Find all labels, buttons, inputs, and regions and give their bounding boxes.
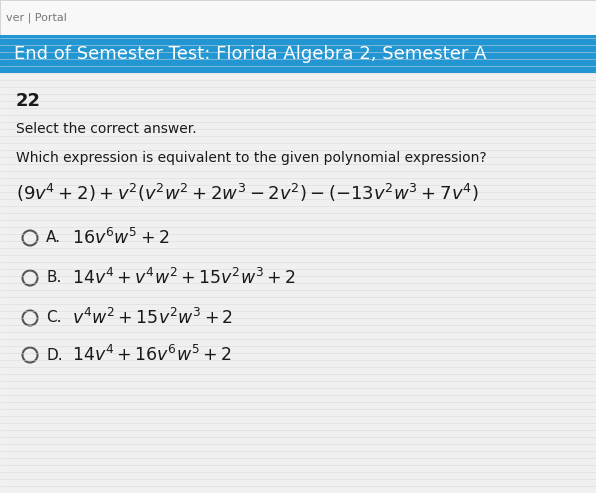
- Text: Which expression is equivalent to the given polynomial expression?: Which expression is equivalent to the gi…: [16, 151, 486, 165]
- Text: $14v^4 + 16v^6w^5 + 2$: $14v^4 + 16v^6w^5 + 2$: [72, 345, 232, 365]
- Text: 22: 22: [16, 92, 41, 110]
- Text: ver | Portal: ver | Portal: [6, 13, 67, 23]
- Text: B.: B.: [46, 271, 61, 285]
- Text: $14v^4 + v^4w^2 + 15v^2w^3 + 2$: $14v^4 + v^4w^2 + 15v^2w^3 + 2$: [72, 268, 296, 288]
- Text: $v^4w^2 + 15v^2w^3 + 2$: $v^4w^2 + 15v^2w^3 + 2$: [72, 308, 233, 328]
- Text: D.: D.: [46, 348, 63, 362]
- Text: End of Semester Test: Florida Algebra 2, Semester A: End of Semester Test: Florida Algebra 2,…: [14, 45, 486, 63]
- Text: $16v^6w^5 + 2$: $16v^6w^5 + 2$: [72, 228, 169, 248]
- FancyBboxPatch shape: [0, 0, 596, 35]
- FancyBboxPatch shape: [0, 35, 596, 493]
- Text: A.: A.: [46, 231, 61, 246]
- FancyBboxPatch shape: [0, 35, 596, 73]
- Text: $(9v^4 + 2) + v^2(v^2w^2 + 2w^3 - 2v^2) - (-13v^2w^3 + 7v^4)$: $(9v^4 + 2) + v^2(v^2w^2 + 2w^3 - 2v^2) …: [16, 182, 479, 204]
- Text: Select the correct answer.: Select the correct answer.: [16, 122, 197, 136]
- Text: C.: C.: [46, 311, 61, 325]
